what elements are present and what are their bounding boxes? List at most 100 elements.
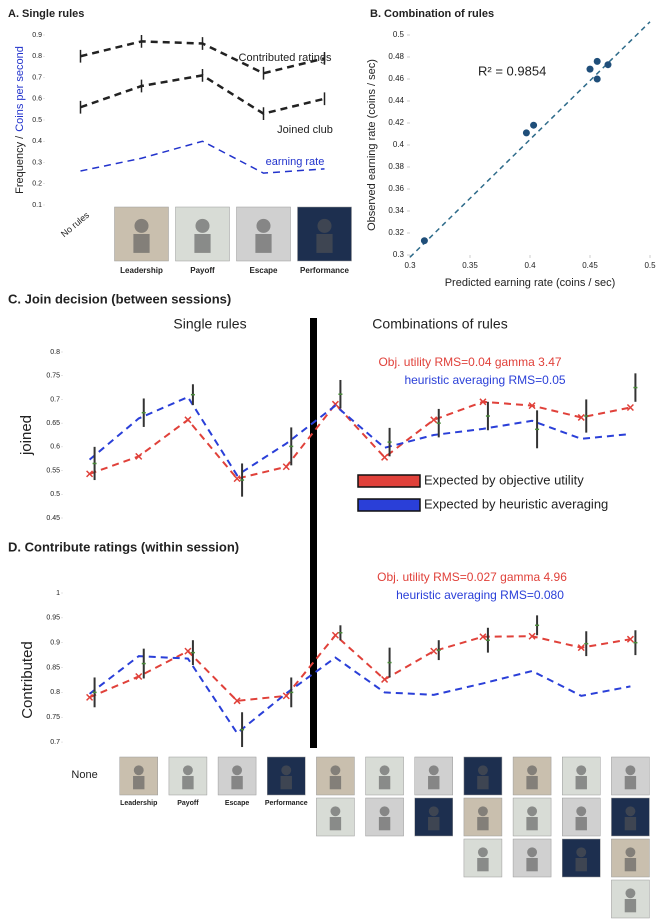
chart-title: A. Single rules — [8, 8, 84, 20]
combo-icon-figure — [428, 765, 439, 776]
rule-icon-figure-body — [255, 234, 272, 253]
divider — [310, 318, 317, 748]
combo-icon-figure — [477, 765, 488, 776]
y-tick-label: 0.7 — [50, 739, 60, 746]
combo-icon-figure — [625, 888, 636, 899]
y-tick-label: 0.6 — [50, 444, 60, 451]
y-axis-label: Frequency / Coins per second — [14, 46, 26, 194]
point-marker — [577, 644, 585, 652]
rule-icon-figure-body — [133, 234, 150, 253]
x-tick-label: Escape — [225, 800, 250, 807]
point-marker — [430, 416, 438, 424]
combo-icon-figure-body — [624, 899, 637, 913]
point-marker — [282, 463, 290, 471]
y-tick-label: 0.8 — [50, 349, 60, 356]
y-tick-label: 0.6 — [32, 96, 42, 103]
x-tick-label: None — [71, 769, 97, 781]
series-line — [80, 140, 325, 174]
rule-icon-figure — [317, 218, 332, 233]
combo-icon-figure-body — [329, 776, 342, 790]
point-marker — [233, 475, 241, 483]
combo-icon-figure — [625, 806, 636, 817]
y-tick-label: 0.5 — [50, 491, 60, 498]
point-marker — [184, 647, 192, 655]
y-axis-label-part: Coins per second — [14, 46, 26, 132]
x-tick-label: Escape — [249, 266, 278, 275]
y-tick-label: 0.75 — [46, 373, 60, 380]
series-line — [89, 400, 631, 480]
y-tick-label: 0.44 — [388, 96, 404, 105]
combo-icon-figure — [477, 806, 488, 817]
legend-swatch — [357, 474, 421, 488]
legend-swatch — [357, 498, 421, 512]
annotation: R² = 0.9854 — [478, 63, 546, 78]
series-label: earning rate — [266, 156, 325, 168]
subtitle: Combinations of rules — [372, 316, 507, 332]
y-tick-label: 0.48 — [388, 52, 404, 61]
y-axis-label-part: Contributed — [19, 641, 36, 719]
y-tick-label: 0.4 — [393, 140, 405, 149]
point-marker — [331, 631, 339, 639]
combo-icon-figure — [330, 765, 341, 776]
rule-icon-figure — [133, 765, 144, 776]
point-marker — [282, 692, 290, 700]
series-label: Contributed ratings — [239, 52, 332, 64]
y-tick-label: 0.95 — [46, 615, 60, 622]
x-tick-label: 0.45 — [582, 261, 598, 270]
chart-title: D. Contribute ratings (within session) — [8, 539, 239, 554]
y-tick-label: 0.42 — [388, 118, 404, 127]
x-tick-label: Payoff — [190, 266, 215, 275]
series-line — [89, 633, 631, 702]
chart-title: C. Join decision (between sessions) — [8, 291, 231, 306]
rule-icon-figure — [256, 218, 271, 233]
combo-icon-figure-body — [624, 776, 637, 790]
point-marker — [528, 632, 536, 640]
rule-icon-figure-body — [316, 234, 333, 253]
combo-icon-figure-body — [575, 776, 587, 790]
series-line — [88, 395, 631, 477]
y-tick-label: 0.85 — [46, 664, 60, 671]
rule-icon-figure-body — [231, 776, 243, 790]
combo-icon-figure — [576, 765, 587, 776]
y-axis-label-part: Frequency / — [14, 135, 26, 194]
x-axis-label: Predicted earning rate (coins / sec) — [445, 277, 616, 289]
point-marker — [479, 398, 487, 406]
y-tick-label: 0.1 — [32, 202, 42, 209]
combo-icon-figure-body — [624, 817, 637, 831]
rule-icon-figure-body — [194, 234, 211, 253]
y-tick-label: 0.36 — [388, 184, 404, 193]
x-tick-label: 0.35 — [462, 261, 478, 270]
combo-icon-figure-body — [477, 776, 489, 790]
combo-icon-figure — [527, 847, 538, 858]
x-tick-label: Performance — [300, 266, 349, 275]
point — [420, 237, 428, 245]
chart-title: B. Combination of rules — [370, 8, 494, 20]
y-axis-label: Contributed — [19, 641, 36, 719]
combo-icon-figure — [379, 806, 390, 817]
point-marker — [577, 413, 585, 421]
point-marker — [626, 403, 634, 412]
y-tick-label: 0.32 — [388, 228, 404, 237]
combo-icon-figure-body — [477, 817, 489, 831]
y-tick-label: 0.9 — [50, 640, 60, 647]
legend-label: Expected by objective utility — [424, 472, 584, 487]
point-marker — [381, 675, 389, 683]
rule-icon-figure — [182, 765, 193, 776]
point — [593, 57, 601, 65]
combo-icon-figure — [428, 806, 439, 817]
x-tick-label: 0.5 — [644, 261, 656, 270]
rule-icon-figure — [281, 765, 292, 776]
y-tick-label: 0.3 — [32, 159, 42, 166]
x-tick-label: Performance — [265, 800, 308, 807]
x-tick-label: Leadership — [120, 266, 163, 275]
y-tick-label: 0.7 — [50, 396, 60, 403]
y-tick-label: 0.8 — [50, 689, 60, 696]
y-tick-label: 0.55 — [46, 467, 60, 474]
y-tick-label: 0.4 — [32, 138, 42, 145]
combo-icon-figure-body — [526, 817, 538, 831]
y-tick-label: 0.65 — [46, 420, 60, 427]
point-marker — [381, 453, 389, 461]
x-tick-label: No rules — [59, 210, 91, 240]
combo-icon — [512, 797, 552, 837]
point-marker — [528, 402, 536, 410]
